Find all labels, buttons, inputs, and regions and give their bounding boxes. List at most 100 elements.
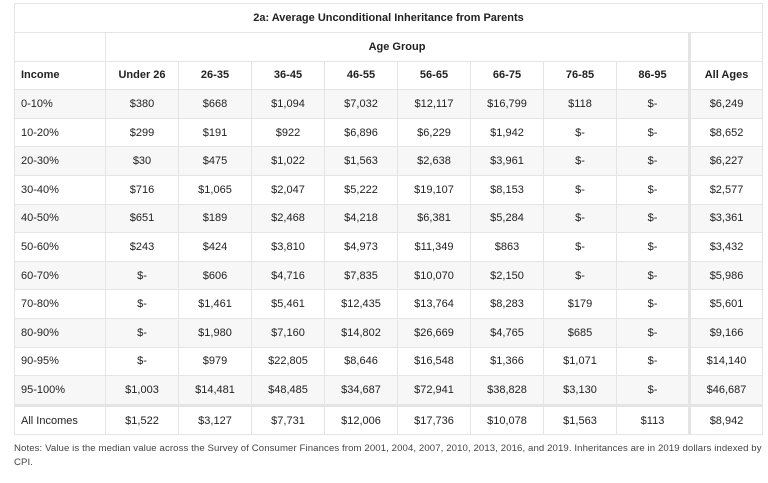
table-cell: $606 [178,260,252,291]
table-cell: $3,810 [251,232,325,262]
table-cell: $- [543,146,617,176]
table-cell: $38,828 [470,375,544,406]
column-header: 56-65 [397,60,471,91]
table-cell: $668 [178,89,252,119]
table-cell: $- [543,117,617,148]
table-cell: $1,022 [251,146,325,176]
row-label: 50-60% [14,232,106,262]
table-cell: $- [616,232,690,262]
table-cell: $1,003 [105,375,179,406]
table-cell: $- [105,260,179,291]
empty-header-cell [14,32,106,62]
table-cell: $424 [178,232,252,262]
row-label: 30-40% [14,174,106,205]
row-label: 80-90% [14,317,106,348]
table-cell: $6,381 [397,203,471,234]
row-label: 40-50% [14,203,106,234]
all-ages-cell: $46,687 [687,375,764,406]
table-cell: $2,047 [251,174,325,205]
table-cell: $16,548 [397,346,471,377]
table-cell: $30 [105,146,179,176]
table-cell: $179 [543,289,617,319]
row-label: 70-80% [14,289,106,319]
table-cell: $7,731 [251,403,325,436]
table-cell: $26,669 [397,317,471,348]
table-cell: $10,078 [470,403,544,436]
table-cell: $1,942 [470,117,544,148]
column-header: 66-75 [470,60,544,91]
empty-header-cell [687,32,764,62]
table-row: 80-90% $- $1,980 $7,160 $14,802 $26,669 $4,765… [14,317,764,348]
all-ages-cell: $8,652 [687,117,764,148]
table-cell: $8,646 [324,346,398,377]
table-cell: $14,802 [324,317,398,348]
row-label: 10-20% [14,117,106,148]
table-cell: $7,160 [251,317,325,348]
table-cell: $1,980 [178,317,252,348]
table-cell: $16,799 [470,89,544,119]
table-cell: $5,222 [324,174,398,205]
table-cell: $17,736 [397,403,471,436]
table-cell: $118 [543,89,617,119]
table-cell: $- [616,117,690,148]
age-group-header: Age Group [105,32,690,62]
table-cell: $- [616,346,690,377]
all-ages-cell: $5,601 [687,289,764,319]
table-cell: $5,284 [470,203,544,234]
table-cell: $1,366 [470,346,544,377]
table-cell: $- [616,146,690,176]
table-cell: $3,127 [178,403,252,436]
all-ages-header: All Ages [687,60,764,91]
column-header: Under 26 [105,60,179,91]
table-cell: $1,522 [105,403,179,436]
inheritance-table: 2a: Average Unconditional Inheritance fr… [13,3,764,436]
table-cell: $191 [178,117,252,148]
column-header: 86-95 [616,60,690,91]
table-row: All Incomes $1,522 $3,127 $7,731 $12,006 $17,… [14,403,764,436]
table-row: 50-60% $243 $424 $3,810 $4,973 $11,349 $863 $- $… [14,232,764,262]
table-cell: $4,218 [324,203,398,234]
table-cell: $8,153 [470,174,544,205]
all-ages-cell: $14,140 [687,346,764,377]
all-ages-cell: $9,166 [687,317,764,348]
table-cell: $1,461 [178,289,252,319]
table-row: 0-10% $380 $668 $1,094 $7,032 $12,117 $16,799 $… [14,89,764,119]
all-ages-cell: $3,432 [687,232,764,262]
table-cell: $4,765 [470,317,544,348]
table-cell: $19,107 [397,174,471,205]
table-cell: $380 [105,89,179,119]
table-cell: $1,563 [543,403,617,436]
all-ages-cell: $2,577 [687,174,764,205]
table-cell: $1,094 [251,89,325,119]
table-cell: $- [616,289,690,319]
table-cell: $- [543,232,617,262]
table-cell: $- [105,317,179,348]
table-cell: $- [616,89,690,119]
table-cell: $3,130 [543,375,617,406]
table-cell: $34,687 [324,375,398,406]
row-label: 20-30% [14,146,106,176]
all-ages-cell: $3,361 [687,203,764,234]
table-cell: $6,896 [324,117,398,148]
table-cell: $- [616,174,690,205]
table-row: 95-100% $1,003 $14,481 $48,485 $34,687 $72,94… [14,375,764,406]
column-header: 76-85 [543,60,617,91]
table-row: 30-40% $716 $1,065 $2,047 $5,222 $19,107 $8,15… [14,174,764,205]
income-header: Income [14,60,106,91]
table-cell: $- [105,289,179,319]
table-cell: $243 [105,232,179,262]
all-ages-cell: $6,249 [687,89,764,119]
all-ages-cell: $8,942 [687,403,764,436]
table-cell: $685 [543,317,617,348]
table-cell: $12,006 [324,403,398,436]
row-label: 90-95% [14,346,106,377]
table-row: 10-20% $299 $191 $922 $6,896 $6,229 $1,942 $- $-… [14,117,764,148]
table-cell: $863 [470,232,544,262]
table-cell: $72,941 [397,375,471,406]
table-cell: $12,117 [397,89,471,119]
table-cell: $922 [251,117,325,148]
table-title: 2a: Average Unconditional Inheritance fr… [13,3,764,33]
table-cell: $- [616,203,690,234]
row-label: 60-70% [14,260,106,291]
table-cell: $7,032 [324,89,398,119]
